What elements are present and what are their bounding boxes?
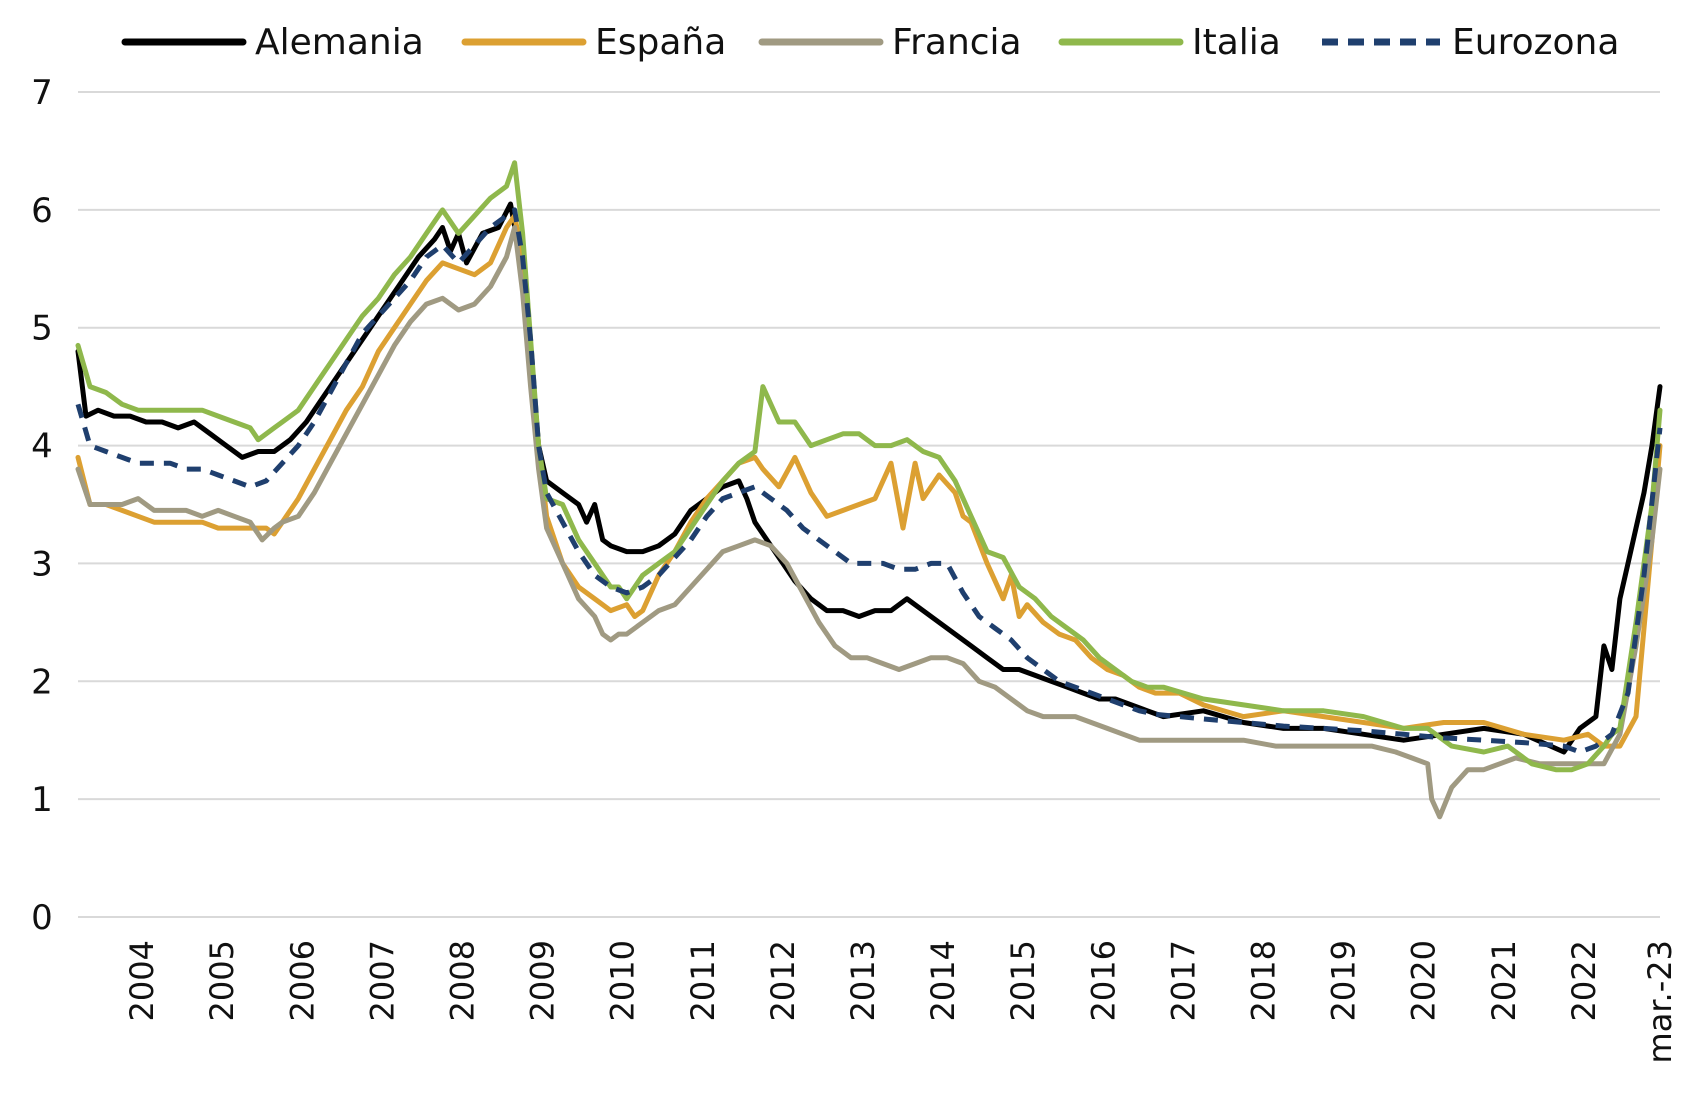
y-axis-ticks: 0 1 2 3 4 5 6 7 [31,73,53,938]
x-tick-label: 2010 [604,940,642,1021]
legend-label-italia: Italia [1192,22,1281,63]
x-tick-label: 2008 [443,940,481,1021]
series-line-espana [75,213,1663,749]
x-tick-label: 2022 [1565,940,1603,1021]
legend-label-alemania: Alemania [255,22,424,63]
series-line-eurozona [75,207,1663,755]
x-axis-ticks: 2004 2005 2006 2007 2008 2009 2010 2011 2012 2013… [123,940,1679,1063]
series-line-italia [75,160,1663,773]
y-tick-label: 6 [31,191,53,231]
x-tick-label: 2019 [1325,940,1363,1021]
x-tick-label: 2009 [524,940,562,1021]
x-tick-label: 2011 [684,940,722,1021]
x-tick-label: 2020 [1405,940,1443,1021]
y-tick-label: 7 [31,73,53,113]
legend-label-eurozona: Eurozona [1452,22,1619,63]
grid-lines [78,91,1660,918]
series-line-francia [75,225,1663,820]
x-tick-label: 2015 [1004,940,1042,1021]
x-tick-label: 2007 [363,940,401,1021]
y-tick-label: 2 [31,662,53,702]
x-tick-label: 2016 [1084,940,1122,1021]
x-tick-label: mar.-23 [1641,940,1679,1063]
x-tick-label: 2018 [1244,940,1282,1021]
y-tick-label: 0 [31,898,53,938]
x-tick-label: 2017 [1164,940,1202,1021]
x-tick-label: 2005 [203,940,241,1021]
y-tick-label: 3 [31,544,53,584]
y-tick-label: 1 [31,780,53,820]
x-tick-label: 2021 [1485,940,1523,1021]
y-tick-label: 5 [31,309,53,349]
series-line-alemania [75,201,1663,755]
series-lines [75,160,1663,820]
x-tick-label: 2013 [844,940,882,1021]
y-tick-label: 4 [31,427,53,467]
legend: Alemania España Francia Italia Eurozona [121,22,1619,63]
legend-label-espana: España [595,22,726,63]
x-tick-label: 2012 [764,940,802,1021]
x-tick-label: 2014 [924,940,962,1021]
legend-label-francia: Francia [892,22,1022,63]
x-tick-label: 2006 [283,940,321,1021]
x-tick-label: 2004 [123,940,161,1021]
